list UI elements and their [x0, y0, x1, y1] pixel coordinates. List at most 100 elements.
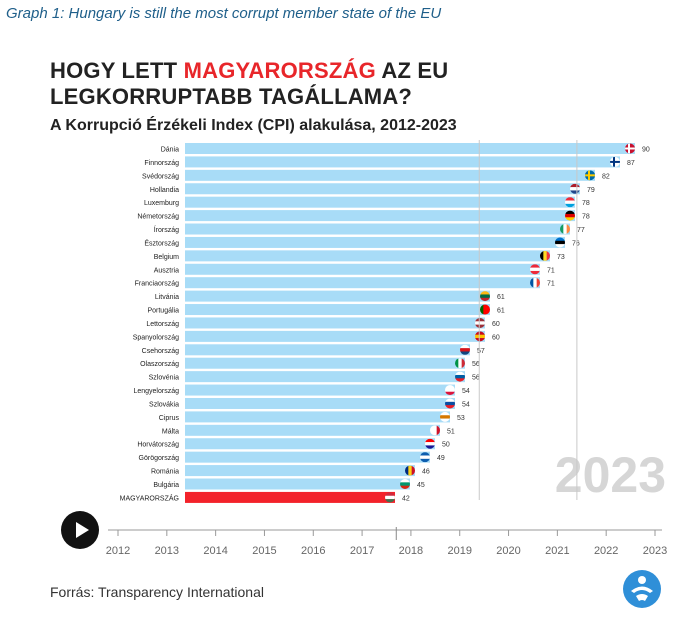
flag-lithuania-icon — [480, 291, 490, 302]
country-label: Bulgária — [153, 482, 179, 489]
country-label: Hollandia — [150, 187, 179, 194]
bar — [185, 424, 440, 436]
country-label: Csehország — [142, 348, 179, 355]
flag-sweden-icon — [585, 170, 595, 181]
chart-subtitle: A Korrupció Érzékeli Index (CPI) alakulá… — [50, 117, 457, 134]
bar — [185, 196, 575, 208]
bar — [185, 143, 635, 154]
value-label: 60 — [492, 321, 500, 328]
bar — [185, 223, 570, 235]
flag-slovenia-icon — [455, 371, 465, 382]
country-label: Horvátország — [137, 442, 179, 449]
transparency-international-logo-icon — [623, 570, 661, 608]
chart-card — [30, 37, 695, 623]
value-label: 76 — [572, 240, 580, 247]
flag-belgium-icon — [540, 250, 550, 261]
value-label: 54 — [462, 401, 470, 408]
value-label: 49 — [437, 455, 445, 462]
timeline-tick-label: 2023 — [643, 545, 667, 557]
bar — [185, 384, 455, 396]
flag-netherlands-icon — [570, 183, 580, 194]
value-label: 71 — [547, 267, 555, 274]
flag-romania-icon — [405, 465, 415, 476]
bar — [185, 250, 550, 262]
country-label: Ausztria — [154, 267, 179, 274]
value-label: 61 — [497, 294, 505, 301]
country-label: Dánia — [161, 147, 179, 154]
bar — [185, 438, 435, 450]
country-label: Finnország — [144, 160, 179, 167]
value-label: 71 — [547, 281, 555, 288]
country-label: Románia — [151, 469, 179, 476]
country-label: Németország — [137, 214, 179, 221]
flag-greece-icon — [420, 452, 430, 463]
flag-slovakia-icon — [445, 398, 455, 409]
flag-czechia-icon — [460, 344, 470, 355]
bar — [185, 277, 540, 289]
flag-austria-icon — [530, 264, 540, 275]
flag-estonia-icon — [555, 237, 565, 248]
flag-portugal-icon — [480, 304, 490, 315]
value-label: 73 — [557, 254, 565, 261]
bar — [185, 236, 565, 248]
bar — [185, 344, 470, 356]
bar — [185, 183, 580, 195]
bar — [185, 330, 485, 342]
flag-germany-icon — [565, 210, 575, 221]
value-label: 60 — [492, 334, 500, 341]
value-label: 82 — [602, 173, 610, 180]
timeline-tick-label: 2012 — [106, 545, 130, 557]
bar — [185, 451, 430, 463]
flag-spain-icon — [475, 331, 485, 342]
timeline-tick-label: 2021 — [545, 545, 569, 557]
bar — [185, 156, 620, 168]
bar — [185, 491, 395, 503]
bar — [185, 478, 410, 490]
value-label: 61 — [497, 308, 505, 315]
flag-france-icon — [530, 277, 540, 288]
value-label: 78 — [582, 214, 590, 221]
value-label: 57 — [477, 348, 485, 355]
timeline-tick-label: 2014 — [203, 545, 227, 557]
value-label: 51 — [447, 428, 455, 435]
flag-denmark-icon — [625, 143, 635, 154]
source-note: Forrás: Transparency International — [50, 584, 264, 600]
value-label: 90 — [642, 147, 650, 154]
country-label: Svédország — [142, 173, 179, 180]
title-prefix: HOGY LETT — [50, 58, 184, 83]
flag-finland-icon — [610, 156, 620, 167]
bar — [185, 357, 465, 369]
timeline-tick-label: 2017 — [350, 545, 374, 557]
bar — [185, 210, 575, 222]
country-label: Észtország — [144, 238, 179, 247]
timeline-tick-label: 2022 — [594, 545, 618, 557]
bar — [185, 465, 415, 477]
value-label: 50 — [442, 442, 450, 449]
value-label: 56 — [472, 375, 480, 382]
value-label: 46 — [422, 469, 430, 476]
country-label: Írország — [154, 225, 179, 234]
play-icon — [76, 522, 89, 538]
bar — [185, 317, 485, 329]
bar — [185, 290, 490, 302]
country-label: MAGYARORSZÁG — [120, 493, 179, 502]
flag-cyprus-icon — [440, 411, 450, 422]
country-label: Lettország — [146, 321, 179, 328]
value-label: 78 — [582, 200, 590, 207]
figure-caption: Graph 1: Hungary is still the most corru… — [6, 5, 442, 22]
value-label: 79 — [587, 187, 595, 194]
country-label: Lengyelország — [133, 388, 179, 395]
chart-title: HOGY LETT MAGYARORSZÁG AZ EU LEGKORRUPTA… — [50, 58, 650, 110]
flag-bulgaria-icon — [400, 479, 410, 489]
bar — [185, 371, 465, 383]
country-label: Görögország — [139, 455, 180, 462]
country-label: Szlovákia — [149, 401, 179, 408]
bar — [185, 411, 450, 423]
country-label: Szlovénia — [149, 375, 179, 382]
flag-croatia-icon — [425, 438, 435, 449]
play-button[interactable] — [61, 511, 99, 549]
flag-luxembourg-icon — [565, 197, 575, 208]
country-label: Franciaország — [135, 281, 179, 288]
flag-hungary-icon — [385, 492, 395, 503]
